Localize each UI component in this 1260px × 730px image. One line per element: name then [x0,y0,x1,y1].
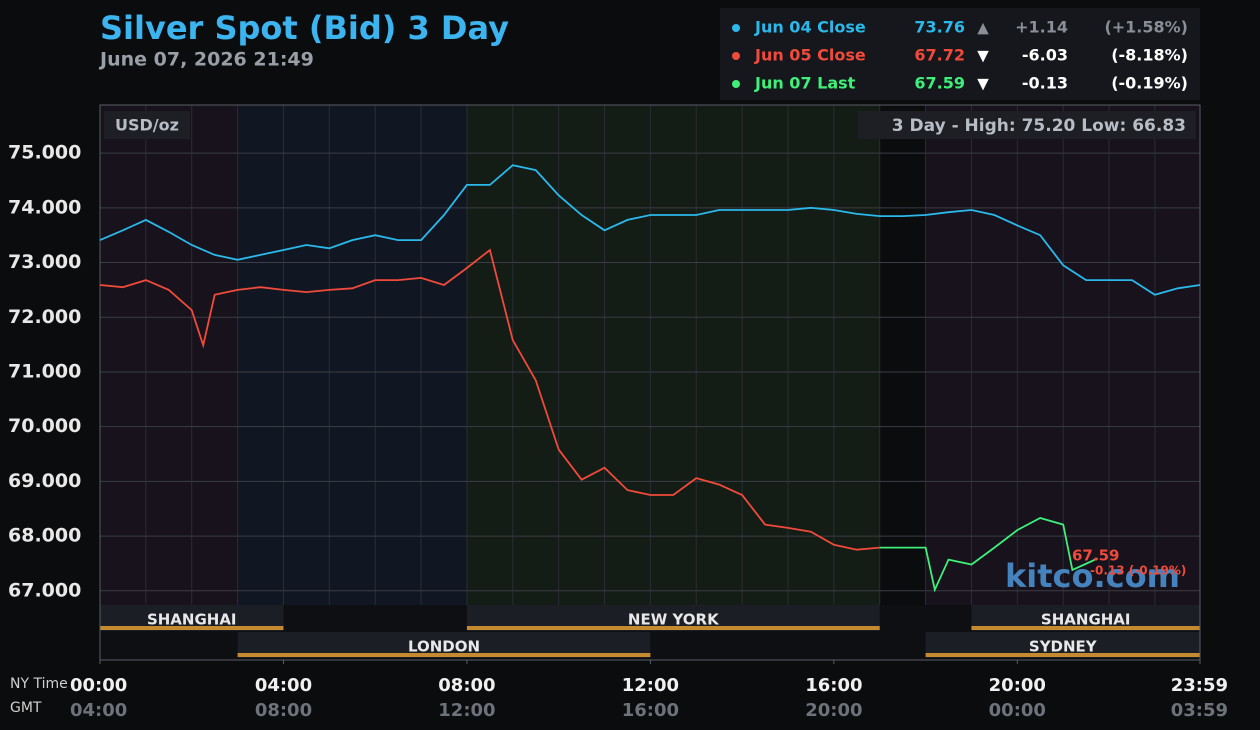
legend-name: Jun 04 Close [754,18,866,37]
last-annotation: 67.59 [1072,547,1119,565]
legend-change-pct: (-0.19%) [1111,74,1188,93]
legend-close: 67.59 [914,74,965,93]
legend-change-pct: (+1.58%) [1104,18,1188,37]
y-tick-label: 68.000 [8,525,81,547]
x2-tick-label: 20:00 [805,700,862,721]
legend-name: Jun 07 Last [754,74,856,93]
summary-box [858,111,1196,139]
x-tick-label: 20:00 [989,675,1046,696]
session-label: NEW YORK [628,611,720,629]
legend-name: Jun 05 Close [754,46,866,65]
y-tick-label: 67.000 [8,579,81,601]
series-line [879,517,1098,593]
watermark: kitco.com [1005,557,1180,595]
x2-tick-label: 00:00 [989,700,1046,721]
summary: 3 Day - High: 75.20 Low: 66.83 [892,116,1186,136]
series-line [99,164,1201,296]
x-tick-label: 16:00 [805,675,862,696]
unit-box [104,111,190,139]
legend-dot [732,24,740,32]
y-tick-label: 71.000 [8,360,81,382]
legend-arrow: ▼ [977,75,989,93]
legend-change: -6.03 [1022,46,1068,65]
y-tick-label: 69.000 [8,470,81,492]
session-label: LONDON [408,638,480,656]
session-label: SHANGHAI [147,611,237,629]
legend-close: 67.72 [914,46,965,65]
x-axis-label: NY Time [10,676,68,692]
x-tick-label: 08:00 [438,675,495,696]
x2-tick-label: 12:00 [438,700,495,721]
legend-dot [732,80,740,88]
x-tick-label: 04:00 [255,675,312,696]
unit-label: USD/oz [115,116,179,135]
x-tick-label: 12:00 [622,675,679,696]
session-label: SYDNEY [1029,638,1098,656]
legend-arrow: ▲ [977,19,989,37]
x2-tick-label: 04:00 [70,700,127,721]
legend-arrow: ▼ [977,47,989,65]
x2-tick-label: 03:59 [1171,700,1228,721]
session-zone [879,105,926,605]
y-tick-label: 74.000 [8,196,81,218]
x2-tick-label: 16:00 [622,700,679,721]
legend-change: -0.13 [1022,74,1068,93]
chart-title: Silver Spot (Bid) 3 Day [100,9,509,47]
change-annotation: -0.13 (-0.19%) [1090,564,1186,578]
session-zone [237,105,467,605]
legend-box [720,8,1200,100]
session-zone [466,105,880,605]
series-line [99,248,880,551]
legend-change: +1.14 [1015,18,1068,37]
y-tick-label: 72.000 [8,306,81,328]
x-tick-label: 23:59 [1171,675,1228,696]
y-tick-label: 75.000 [8,142,81,164]
x2-axis-label: GMT [10,700,42,716]
session-label: SHANGHAI [1041,611,1131,629]
x-tick-label: 00:00 [70,675,127,696]
legend-change-pct: (-8.18%) [1111,46,1188,65]
legend-close: 73.76 [914,18,965,37]
legend-dot [732,52,740,60]
session-zone [100,105,238,605]
chart-subtitle: June 07, 2026 21:49 [98,49,314,71]
y-tick-label: 73.000 [8,251,81,273]
y-tick-label: 70.000 [8,415,81,437]
x2-tick-label: 08:00 [255,700,312,721]
